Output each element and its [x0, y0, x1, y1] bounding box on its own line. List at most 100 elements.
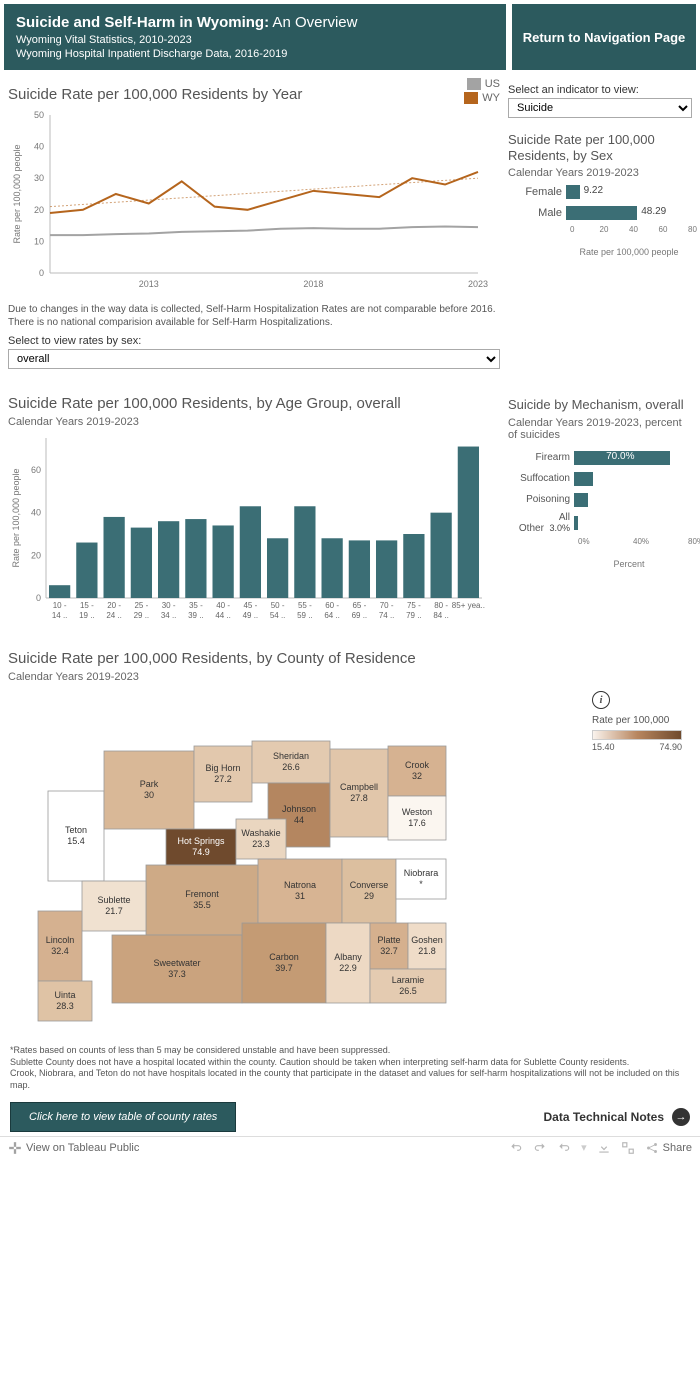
svg-text:24 ..: 24 ..	[106, 611, 122, 620]
svg-text:21.8: 21.8	[418, 946, 436, 956]
svg-text:34 ..: 34 ..	[161, 611, 177, 620]
share-icon	[645, 1141, 659, 1155]
header-sub1: Wyoming Vital Statistics, 2010-2023	[16, 34, 494, 46]
svg-text:40: 40	[31, 508, 41, 518]
svg-text:Converse: Converse	[350, 880, 389, 890]
svg-text:22.9: 22.9	[339, 963, 357, 973]
undo-icon[interactable]	[509, 1141, 523, 1155]
svg-text:Niobrara: Niobrara	[404, 868, 439, 878]
map-legend: i Rate per 100,000 15.4074.90	[592, 691, 682, 752]
svg-text:25 -: 25 -	[134, 601, 148, 610]
svg-text:Big Horn: Big Horn	[205, 763, 240, 773]
sex-chart-title: Suicide Rate per 100,000 Residents, by S…	[508, 132, 692, 163]
svg-text:17.6: 17.6	[408, 818, 426, 828]
county-map[interactable]: Teton15.4Park30Big Horn27.2Sheridan26.6J…	[8, 691, 692, 1031]
nav-button[interactable]: Return to Navigation Page	[512, 4, 696, 70]
fullscreen-icon[interactable]	[621, 1141, 635, 1155]
svg-text:44 ..: 44 ..	[215, 611, 231, 620]
svg-text:32: 32	[412, 771, 422, 781]
header-sub2: Wyoming Hospital Inpatient Discharge Dat…	[16, 48, 494, 60]
svg-text:30: 30	[34, 173, 44, 183]
svg-text:Sweetwater: Sweetwater	[153, 958, 200, 968]
svg-text:59 ..: 59 ..	[297, 611, 313, 620]
svg-text:23.3: 23.3	[252, 839, 270, 849]
svg-text:55 -: 55 -	[298, 601, 312, 610]
mech-chart-sub: Calendar Years 2019-2023, percent of sui…	[508, 417, 692, 441]
county-chart-title: Suicide Rate per 100,000 Residents, by C…	[8, 650, 692, 667]
svg-text:28.3: 28.3	[56, 1001, 74, 1011]
svg-text:Weston: Weston	[402, 807, 432, 817]
svg-text:2018: 2018	[303, 279, 323, 289]
view-tableau-link[interactable]: View on Tableau Public	[8, 1141, 139, 1155]
svg-text:65 -: 65 -	[352, 601, 366, 610]
svg-text:Hot Springs: Hot Springs	[177, 836, 225, 846]
line-chart[interactable]: 01020304050201320182023Rate per 100,000 …	[8, 107, 500, 297]
svg-text:Sublette: Sublette	[97, 895, 130, 905]
svg-text:26.5: 26.5	[399, 986, 417, 996]
share-button[interactable]: Share	[645, 1141, 692, 1155]
redo-icon[interactable]	[533, 1141, 547, 1155]
county-table-button[interactable]: Click here to view table of county rates	[10, 1102, 236, 1132]
tableau-toolbar: View on Tableau Public ▾ Share	[0, 1136, 700, 1159]
svg-text:29 ..: 29 ..	[134, 611, 150, 620]
svg-text:Carbon: Carbon	[269, 952, 299, 962]
title-light: An Overview	[269, 14, 357, 31]
svg-text:75 -: 75 -	[407, 601, 421, 610]
svg-text:2023: 2023	[468, 279, 488, 289]
arrow-icon: →	[672, 1108, 690, 1126]
svg-text:35 -: 35 -	[189, 601, 203, 610]
svg-text:84 ..: 84 ..	[433, 611, 449, 620]
svg-text:Campbell: Campbell	[340, 782, 378, 792]
svg-text:27.2: 27.2	[214, 774, 232, 784]
svg-text:19 ..: 19 ..	[79, 611, 95, 620]
mech-chart-title: Suicide by Mechanism, overall	[508, 397, 692, 413]
svg-text:27.8: 27.8	[350, 793, 368, 803]
tech-notes-link[interactable]: Data Technical Notes →	[248, 1108, 690, 1126]
line-chart-title: Suicide Rate per 100,000 Residents by Ye…	[8, 86, 464, 103]
svg-text:Goshen: Goshen	[411, 935, 443, 945]
svg-text:Albany: Albany	[334, 952, 362, 962]
age-chart-sub: Calendar Years 2019-2023	[8, 416, 500, 428]
svg-text:40: 40	[34, 142, 44, 152]
indicator-select[interactable]: Suicide	[508, 98, 692, 118]
svg-text:10: 10	[34, 236, 44, 246]
svg-text:64 ..: 64 ..	[324, 611, 340, 620]
svg-text:85+ yea..: 85+ yea..	[452, 601, 485, 610]
svg-text:39 ..: 39 ..	[188, 611, 204, 620]
svg-text:Uinta: Uinta	[54, 990, 75, 1000]
line-legend: US WY	[464, 78, 500, 104]
svg-text:10 -: 10 -	[53, 601, 67, 610]
svg-text:30: 30	[144, 790, 154, 800]
svg-text:26.6: 26.6	[282, 762, 300, 772]
sex-chart-sub: Calendar Years 2019-2023	[508, 167, 692, 179]
revert-icon[interactable]	[557, 1141, 571, 1155]
indicator-label: Select an indicator to view:	[508, 84, 692, 96]
sex-xlabel: Rate per 100,000 people	[566, 247, 692, 257]
sex-filter-select[interactable]: overall	[8, 349, 500, 369]
svg-text:Rate per 100,000 people: Rate per 100,000 people	[12, 144, 22, 243]
age-chart[interactable]: 0204060Rate per 100,000 people10 -14 ..1…	[8, 432, 500, 632]
download-icon[interactable]	[597, 1141, 611, 1155]
svg-text:Johnson: Johnson	[282, 804, 316, 814]
svg-text:0: 0	[39, 268, 44, 278]
svg-text:21.7: 21.7	[105, 906, 123, 916]
svg-text:44: 44	[294, 815, 304, 825]
sex-chart[interactable]: Female9.22Male48.29	[508, 183, 692, 222]
svg-text:Sheridan: Sheridan	[273, 751, 309, 761]
svg-text:74.9: 74.9	[192, 847, 210, 857]
svg-text:2013: 2013	[139, 279, 159, 289]
info-icon[interactable]: i	[592, 691, 610, 709]
mech-chart[interactable]: Firearm70.0%SuffocationPoisoningAll Othe…	[508, 449, 692, 534]
svg-text:39.7: 39.7	[275, 963, 293, 973]
svg-text:20: 20	[31, 550, 41, 560]
svg-text:32.4: 32.4	[51, 946, 69, 956]
line-chart-note: Due to changes in the way data is collec…	[8, 303, 500, 329]
svg-text:20: 20	[34, 205, 44, 215]
svg-text:Laramie: Laramie	[392, 975, 425, 985]
svg-text:Rate per 100,000 people: Rate per 100,000 people	[11, 468, 21, 567]
svg-text:32.7: 32.7	[380, 946, 398, 956]
svg-text:29: 29	[364, 891, 374, 901]
svg-text:60: 60	[31, 465, 41, 475]
svg-text:60 -: 60 -	[325, 601, 339, 610]
svg-text:45 -: 45 -	[243, 601, 257, 610]
